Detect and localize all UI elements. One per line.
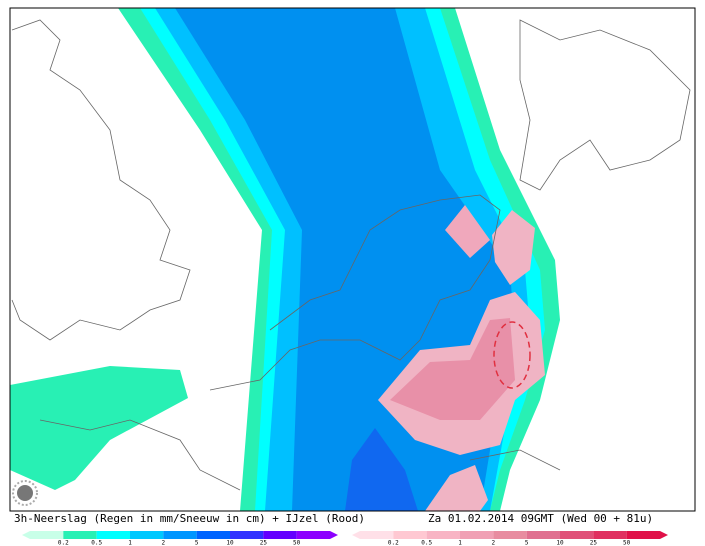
legend-swatch bbox=[360, 531, 394, 539]
legend-swatch bbox=[393, 531, 427, 539]
legend-label: 25 bbox=[590, 540, 598, 546]
legend-swatch bbox=[163, 531, 197, 539]
legend-label: 2 bbox=[492, 540, 496, 546]
legend-swatch bbox=[296, 531, 330, 539]
coastline bbox=[519, 19, 691, 191]
legend-swatch bbox=[130, 531, 164, 539]
legend-swatch bbox=[63, 531, 97, 539]
legend-swatch bbox=[196, 531, 230, 539]
legend-arrow bbox=[330, 531, 338, 539]
caption-right: Za 01.02.2014 09GMT (Wed 00 + 81u) bbox=[428, 512, 653, 525]
legend-arrow bbox=[22, 531, 30, 539]
legend-arrow bbox=[660, 531, 668, 539]
legend-label: 5 bbox=[195, 540, 199, 546]
legend-label: 10 bbox=[226, 540, 234, 546]
legend-swatch bbox=[593, 531, 627, 539]
legend-swatch bbox=[30, 531, 64, 539]
ice-patch bbox=[425, 465, 488, 511]
ice-patch bbox=[492, 210, 535, 285]
legend-label: 5 bbox=[525, 540, 529, 546]
logo bbox=[17, 485, 33, 501]
legend-label: 50 bbox=[623, 540, 631, 546]
ice-patch bbox=[445, 205, 490, 258]
legend-label: 50 bbox=[293, 540, 301, 546]
legend-label: 2 bbox=[162, 540, 166, 546]
legend-swatch bbox=[96, 531, 130, 539]
border bbox=[469, 449, 561, 471]
legend-label: 0.2 bbox=[388, 540, 399, 546]
legend-label: 0.5 bbox=[421, 540, 432, 546]
legend-swatch bbox=[230, 531, 264, 539]
ice-patch bbox=[390, 318, 515, 420]
coastline bbox=[11, 19, 191, 341]
ice-contour bbox=[493, 321, 531, 389]
map-frame bbox=[9, 7, 696, 512]
legend-label: 10 bbox=[556, 540, 564, 546]
legend-label: 0.2 bbox=[58, 540, 69, 546]
map bbox=[10, 8, 691, 511]
legend-swatch bbox=[526, 531, 560, 539]
legend-label: 1 bbox=[458, 540, 462, 546]
logo-ring bbox=[12, 480, 38, 506]
legend-swatch bbox=[560, 531, 594, 539]
legend-label: 0.5 bbox=[91, 540, 102, 546]
caption-left: 3h-Neerslag (Regen in mm/Sneeuw in cm) +… bbox=[14, 512, 365, 525]
legends: 0.2 0.5 1 2 5 10 25 50 0.2 0.5 1 2 5 10 25 50 bbox=[22, 531, 668, 546]
legend-arrow bbox=[352, 531, 360, 539]
legend-label: 1 bbox=[128, 540, 132, 546]
legend-label: 25 bbox=[260, 540, 268, 546]
legend-swatch bbox=[263, 531, 297, 539]
precip-core bbox=[345, 428, 418, 511]
coastline bbox=[209, 194, 501, 391]
coastline bbox=[39, 419, 241, 491]
legend-swatch bbox=[626, 531, 660, 539]
legend-swatch bbox=[493, 531, 527, 539]
legend-swatch bbox=[460, 531, 494, 539]
legend-swatch bbox=[426, 531, 460, 539]
